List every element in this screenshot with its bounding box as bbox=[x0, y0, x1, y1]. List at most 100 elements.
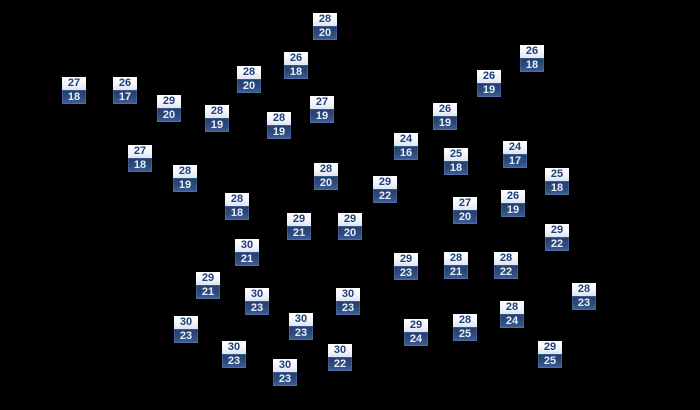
low-temperature: 25 bbox=[538, 354, 562, 368]
temperature-marker[interactable]: 30 21 bbox=[235, 239, 259, 266]
temperature-marker[interactable]: 25 18 bbox=[444, 148, 468, 175]
low-temperature: 16 bbox=[394, 146, 418, 160]
temperature-marker[interactable]: 29 23 bbox=[394, 253, 418, 280]
high-temperature: 25 bbox=[545, 168, 569, 181]
temperature-marker[interactable]: 28 23 bbox=[572, 283, 596, 310]
low-temperature: 19 bbox=[501, 203, 525, 217]
high-temperature: 24 bbox=[503, 141, 527, 154]
high-temperature: 26 bbox=[433, 103, 457, 116]
low-temperature: 18 bbox=[520, 58, 544, 72]
low-temperature: 19 bbox=[477, 83, 501, 97]
low-temperature: 23 bbox=[394, 266, 418, 280]
temperature-marker[interactable]: 30 23 bbox=[174, 316, 198, 343]
temperature-marker[interactable]: 29 20 bbox=[338, 213, 362, 240]
temperature-marker[interactable]: 28 20 bbox=[237, 66, 261, 93]
high-temperature: 30 bbox=[273, 359, 297, 372]
temperature-marker[interactable]: 24 16 bbox=[394, 133, 418, 160]
temperature-marker[interactable]: 24 17 bbox=[503, 141, 527, 168]
temperature-marker[interactable]: 25 18 bbox=[545, 168, 569, 195]
high-temperature: 29 bbox=[404, 319, 428, 332]
high-temperature: 28 bbox=[173, 165, 197, 178]
high-temperature: 30 bbox=[235, 239, 259, 252]
temperature-marker[interactable]: 26 18 bbox=[520, 45, 544, 72]
low-temperature: 19 bbox=[267, 125, 291, 139]
temperature-marker[interactable]: 27 18 bbox=[128, 145, 152, 172]
temperature-marker[interactable]: 28 19 bbox=[267, 112, 291, 139]
high-temperature: 30 bbox=[222, 341, 246, 354]
temperature-marker[interactable]: 28 21 bbox=[444, 252, 468, 279]
low-temperature: 23 bbox=[222, 354, 246, 368]
low-temperature: 18 bbox=[444, 161, 468, 175]
temperature-marker[interactable]: 28 20 bbox=[314, 163, 338, 190]
temperature-marker[interactable]: 30 23 bbox=[273, 359, 297, 386]
temperature-marker[interactable]: 29 21 bbox=[196, 272, 220, 299]
low-temperature: 18 bbox=[128, 158, 152, 172]
temperature-marker[interactable]: 28 24 bbox=[500, 301, 524, 328]
temperature-marker[interactable]: 29 24 bbox=[404, 319, 428, 346]
temperature-marker[interactable]: 26 18 bbox=[284, 52, 308, 79]
temperature-marker[interactable]: 29 20 bbox=[157, 95, 181, 122]
low-temperature: 20 bbox=[237, 79, 261, 93]
low-temperature: 23 bbox=[174, 329, 198, 343]
temperature-marker[interactable]: 30 23 bbox=[245, 288, 269, 315]
temperature-marker[interactable]: 26 17 bbox=[113, 77, 137, 104]
temperature-marker[interactable]: 28 25 bbox=[453, 314, 477, 341]
high-temperature: 28 bbox=[267, 112, 291, 125]
low-temperature: 23 bbox=[289, 326, 313, 340]
low-temperature: 18 bbox=[284, 65, 308, 79]
high-temperature: 28 bbox=[444, 252, 468, 265]
low-temperature: 24 bbox=[500, 314, 524, 328]
high-temperature: 29 bbox=[373, 176, 397, 189]
high-temperature: 29 bbox=[538, 341, 562, 354]
low-temperature: 18 bbox=[545, 181, 569, 195]
temperature-marker[interactable]: 26 19 bbox=[501, 190, 525, 217]
temperature-marker[interactable]: 30 23 bbox=[289, 313, 313, 340]
temperature-marker[interactable]: 30 22 bbox=[328, 344, 352, 371]
temperature-marker[interactable]: 27 20 bbox=[453, 197, 477, 224]
low-temperature: 19 bbox=[205, 118, 229, 132]
high-temperature: 27 bbox=[310, 96, 334, 109]
temperature-marker[interactable]: 29 25 bbox=[538, 341, 562, 368]
low-temperature: 18 bbox=[225, 206, 249, 220]
low-temperature: 20 bbox=[314, 176, 338, 190]
low-temperature: 21 bbox=[287, 226, 311, 240]
temperature-marker[interactable]: 29 21 bbox=[287, 213, 311, 240]
low-temperature: 20 bbox=[157, 108, 181, 122]
temperature-marker[interactable]: 28 19 bbox=[173, 165, 197, 192]
low-temperature: 25 bbox=[453, 327, 477, 341]
temperature-marker[interactable]: 29 22 bbox=[545, 224, 569, 251]
low-temperature: 22 bbox=[328, 357, 352, 371]
high-temperature: 25 bbox=[444, 148, 468, 161]
temperature-marker[interactable]: 26 19 bbox=[433, 103, 457, 130]
low-temperature: 20 bbox=[338, 226, 362, 240]
temperature-marker[interactable]: 28 20 bbox=[313, 13, 337, 40]
temperature-marker[interactable]: 28 18 bbox=[225, 193, 249, 220]
high-temperature: 26 bbox=[501, 190, 525, 203]
low-temperature: 21 bbox=[235, 252, 259, 266]
high-temperature: 28 bbox=[314, 163, 338, 176]
temperature-marker[interactable]: 28 19 bbox=[205, 105, 229, 132]
temperature-marker[interactable]: 29 22 bbox=[373, 176, 397, 203]
high-temperature: 27 bbox=[453, 197, 477, 210]
temperature-marker[interactable]: 30 23 bbox=[222, 341, 246, 368]
temperature-marker[interactable]: 27 19 bbox=[310, 96, 334, 123]
low-temperature: 22 bbox=[373, 189, 397, 203]
low-temperature: 23 bbox=[572, 296, 596, 310]
temperature-marker[interactable]: 27 18 bbox=[62, 77, 86, 104]
low-temperature: 22 bbox=[494, 265, 518, 279]
low-temperature: 17 bbox=[113, 90, 137, 104]
temperature-marker[interactable]: 28 22 bbox=[494, 252, 518, 279]
high-temperature: 30 bbox=[174, 316, 198, 329]
low-temperature: 22 bbox=[545, 237, 569, 251]
high-temperature: 29 bbox=[338, 213, 362, 226]
low-temperature: 20 bbox=[453, 210, 477, 224]
temperature-marker[interactable]: 30 23 bbox=[336, 288, 360, 315]
low-temperature: 18 bbox=[62, 90, 86, 104]
high-temperature: 27 bbox=[128, 145, 152, 158]
high-temperature: 28 bbox=[205, 105, 229, 118]
temperature-marker[interactable]: 26 19 bbox=[477, 70, 501, 97]
high-temperature: 26 bbox=[477, 70, 501, 83]
low-temperature: 23 bbox=[273, 372, 297, 386]
low-temperature: 19 bbox=[173, 178, 197, 192]
